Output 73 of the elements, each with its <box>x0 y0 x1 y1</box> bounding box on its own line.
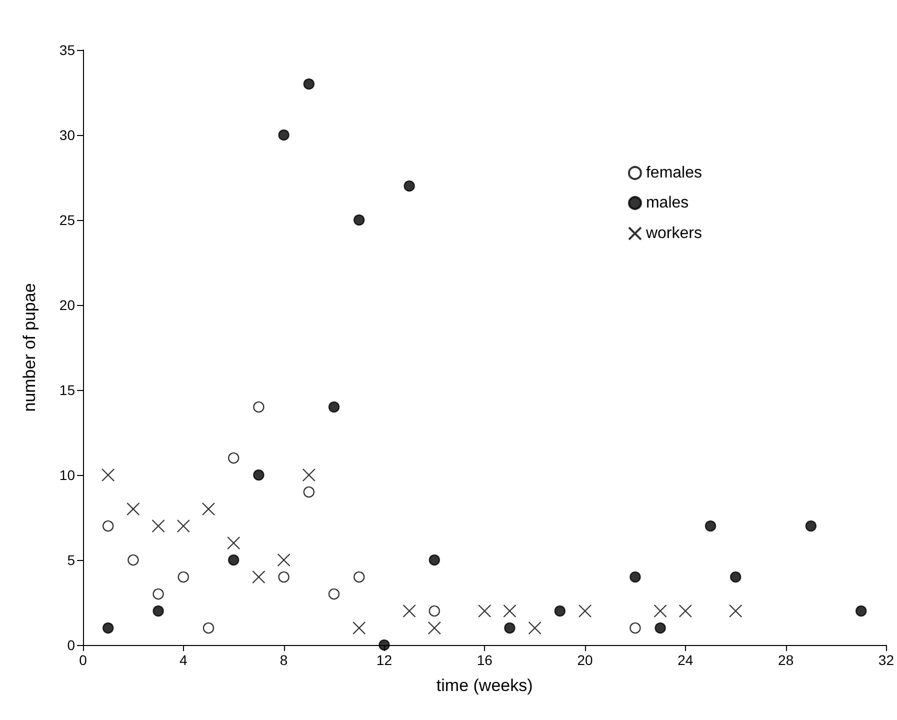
legend-label: males <box>646 194 689 212</box>
point <box>102 622 114 634</box>
point <box>528 621 542 635</box>
point <box>128 554 139 566</box>
y-tick-label: 30 <box>59 127 76 143</box>
point <box>303 78 315 90</box>
point <box>102 468 115 482</box>
point <box>554 605 566 617</box>
point <box>278 571 290 583</box>
point <box>303 486 315 498</box>
point <box>478 604 492 618</box>
point <box>227 536 240 550</box>
point <box>654 622 666 634</box>
point <box>428 554 440 566</box>
point <box>704 520 716 532</box>
legend-label: females <box>646 164 702 182</box>
point <box>354 571 365 583</box>
y-tick-label: 20 <box>59 297 76 313</box>
point <box>504 622 516 634</box>
point <box>228 554 240 566</box>
point <box>202 622 214 634</box>
point <box>152 588 164 600</box>
x-tick-label: 20 <box>577 652 594 668</box>
point <box>178 571 189 583</box>
point <box>102 520 114 532</box>
point <box>404 180 415 192</box>
point <box>729 604 742 618</box>
point <box>302 468 316 482</box>
point <box>378 639 390 651</box>
x-tick-label: 4 <box>180 652 188 668</box>
x-tick-label: 16 <box>476 652 493 668</box>
point <box>152 605 164 617</box>
point <box>202 502 216 516</box>
point <box>253 469 264 481</box>
x-tick-label: 24 <box>678 652 694 668</box>
x-axis-title: time (weeks) <box>436 676 533 695</box>
x-tick-label: 0 <box>79 652 88 668</box>
point <box>856 605 867 617</box>
point <box>805 520 817 532</box>
point <box>428 605 440 617</box>
point <box>630 622 641 634</box>
point <box>630 571 641 583</box>
point <box>328 401 340 413</box>
x-tick-label: 12 <box>376 652 392 668</box>
point <box>578 604 592 618</box>
x-tick-label: 32 <box>878 652 894 668</box>
y-tick-label: 35 <box>59 42 76 58</box>
point <box>354 214 365 226</box>
point <box>277 553 290 567</box>
point <box>228 452 240 464</box>
point <box>428 621 442 635</box>
y-axis-title: number of pupae <box>20 283 39 412</box>
point <box>328 588 340 600</box>
y-tick-label: 10 <box>59 467 76 483</box>
point <box>654 604 667 618</box>
y-tick-label: 5 <box>67 552 76 568</box>
point <box>352 621 366 635</box>
point <box>126 502 140 516</box>
y-tick-label: 15 <box>59 382 76 398</box>
point <box>678 604 692 618</box>
point <box>253 401 264 413</box>
point <box>252 570 266 584</box>
point <box>278 129 290 141</box>
y-tick-label: 0 <box>67 637 76 653</box>
point <box>152 519 165 533</box>
point <box>176 519 190 533</box>
y-tick-label: 25 <box>59 212 76 228</box>
legend-label: workers <box>644 225 702 242</box>
x-tick-label: 28 <box>778 652 794 668</box>
point <box>503 604 516 618</box>
point <box>730 571 742 583</box>
x-tick-label: 8 <box>280 652 288 668</box>
point <box>402 604 416 618</box>
